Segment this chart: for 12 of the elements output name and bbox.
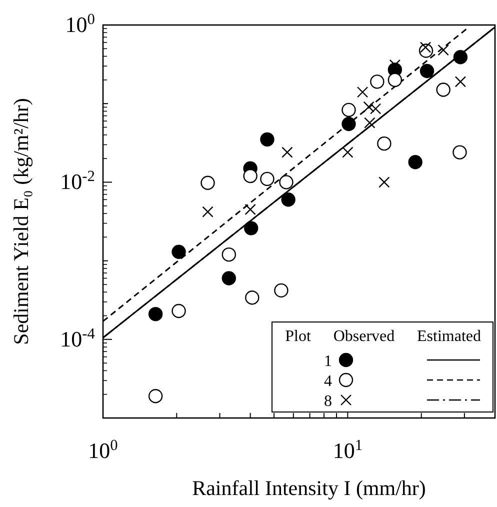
x-axis-title: Rainfall Intensity I (mm/hr) <box>192 476 426 500</box>
y-tick-label: 10$^{-4}$ <box>60 324 96 352</box>
legend-label: 4 <box>324 373 332 390</box>
y-tick-label: 10$^{0}$ <box>65 10 96 37</box>
annotation: Estimated <box>417 328 481 345</box>
legend-label: 1 <box>324 353 332 370</box>
y-axis-title: Sediment Yield E₀ (kg/m²/hr) <box>9 98 33 345</box>
annotation: Observed <box>333 328 395 345</box>
legend-title: Plot <box>285 328 312 345</box>
x-tick-label: 10$^{1}$ <box>332 436 363 463</box>
y-tick-label: 10$^{-2}$ <box>60 168 95 194</box>
legend-label: 8 <box>324 393 332 410</box>
